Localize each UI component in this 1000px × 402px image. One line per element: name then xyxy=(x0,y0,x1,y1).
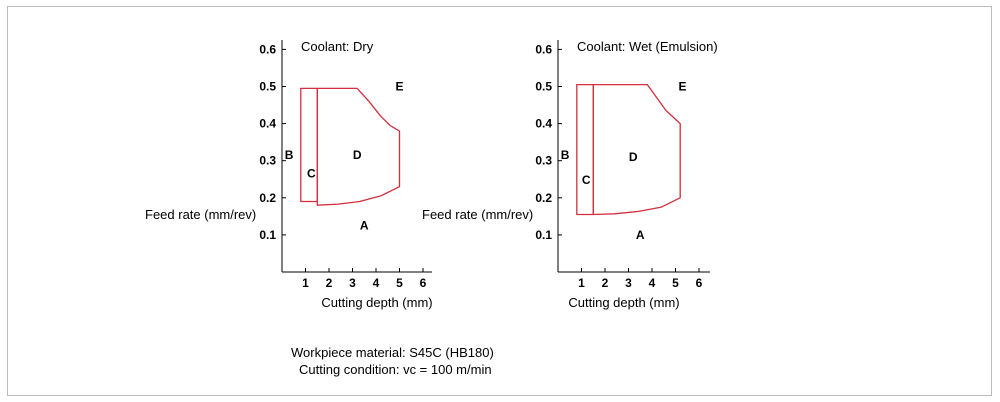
chart2-y-tick-label: 0.5 xyxy=(535,80,552,94)
chart2-region-label-b: B xyxy=(561,148,570,162)
chart1-region-b-outline xyxy=(300,87,318,203)
chart1-y-tick-label: 0.2 xyxy=(259,191,276,205)
chart1-region-label-d: D xyxy=(353,148,362,162)
chart2-y-tick-label: 0.3 xyxy=(535,154,552,168)
chart2-region-d-outline xyxy=(592,83,681,216)
chart2-y-tick-label: 0.4 xyxy=(535,117,552,131)
chart1-x-tick-label: 5 xyxy=(396,276,403,290)
chart1-title: Coolant: Dry xyxy=(301,39,374,54)
chart2-y-tick-label: 0.1 xyxy=(535,228,552,242)
chart1-x-tick-label: 1 xyxy=(302,276,309,290)
chart1-region-label-b: B xyxy=(285,148,294,162)
chart2-region-label-e: E xyxy=(679,80,687,94)
chart2-x-tick-label: 4 xyxy=(649,276,656,290)
chart2-x-tick-label: 3 xyxy=(625,276,632,290)
chart1-x-tick-label: 2 xyxy=(326,276,333,290)
chart1-y-tick-label: 0.3 xyxy=(259,154,276,168)
chart1-y-tick-label: 0.6 xyxy=(259,42,276,56)
chart1-y-axis-label: Feed rate (mm/rev) xyxy=(145,207,256,222)
chart1-y-tick-label: 0.1 xyxy=(259,228,276,242)
chart1-y-tick-label: 0.4 xyxy=(259,117,276,131)
chart2-x-tick-label: 6 xyxy=(696,276,703,290)
chart2-region-label-a: A xyxy=(636,228,645,242)
chart1-x-tick-label: 4 xyxy=(373,276,380,290)
chart2-region-label-c: C xyxy=(582,173,591,187)
chart2-x-tick-label: 1 xyxy=(578,276,585,290)
chart2-x-tick-label: 5 xyxy=(672,276,679,290)
chart1-x-tick-label: 6 xyxy=(420,276,427,290)
chart1-region-label-a: A xyxy=(360,219,369,233)
chart2-y-axis-label: Feed rate (mm/rev) xyxy=(422,207,533,222)
chart2-y-tick-label: 0.6 xyxy=(535,42,552,56)
chart2-x-tick-label: 2 xyxy=(602,276,609,290)
chart2-y-tick-label: 0.2 xyxy=(535,191,552,205)
chart2-region-label-d: D xyxy=(629,150,638,164)
chart1-region-d-outline xyxy=(316,87,401,206)
chart1-region-label-c: C xyxy=(307,167,316,181)
chart1-x-tick-label: 3 xyxy=(349,276,356,290)
chart2-region-b-outline xyxy=(576,83,594,216)
chart1-y-tick-label: 0.5 xyxy=(259,80,276,94)
workpiece-note: Workpiece material: S45C (HB180) xyxy=(291,345,494,360)
chart2-title: Coolant: Wet (Emulsion) xyxy=(577,39,718,54)
figure-frame xyxy=(7,6,992,396)
cutting-condition-note: Cutting condition: vc = 100 m/min xyxy=(299,362,492,377)
chart2-x-axis-label: Cutting depth (mm) xyxy=(568,295,679,310)
chart1-x-axis-label: Cutting depth (mm) xyxy=(321,295,432,310)
chart1-region-label-e: E xyxy=(395,80,403,94)
